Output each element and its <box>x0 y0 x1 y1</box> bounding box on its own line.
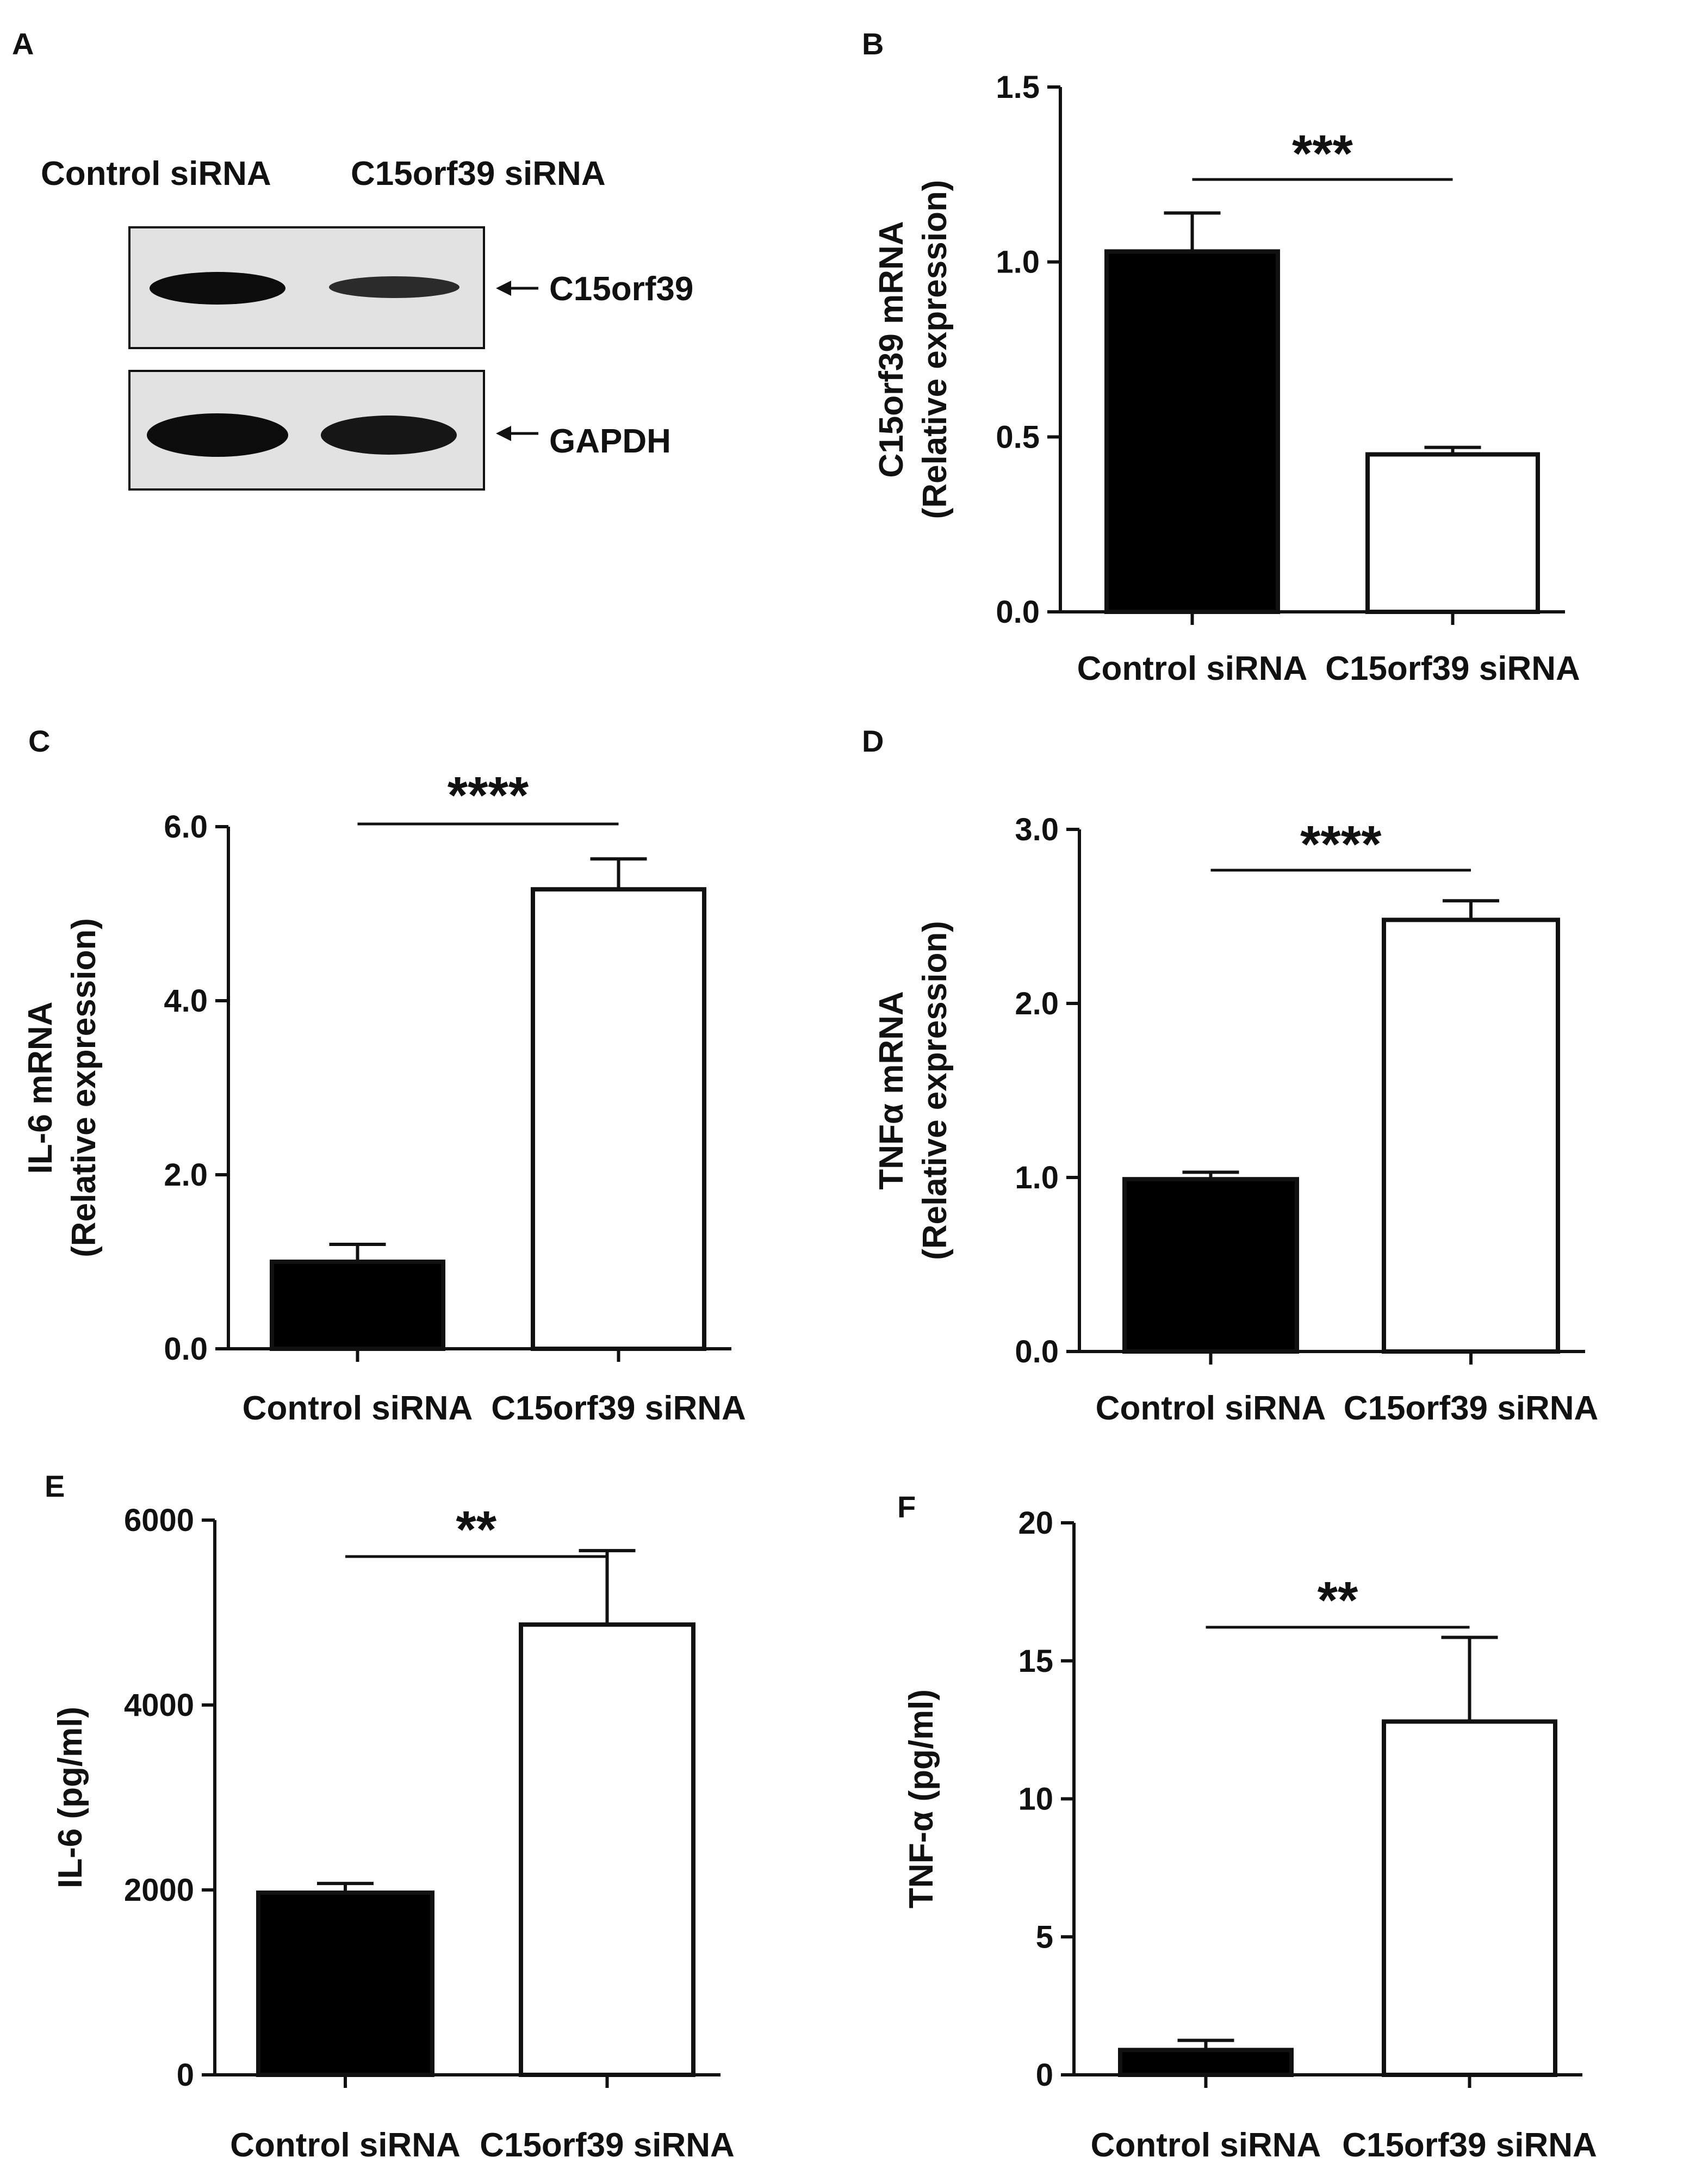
panel-f-significance-stars: ** <box>1318 1571 1358 1629</box>
panel-d-category-label: C15orf39 siRNA <box>1344 1390 1599 1427</box>
panel-c-significance-stars: **** <box>448 766 529 824</box>
panel-c-y-axis-label: IL-6 mRNA <box>22 1002 59 1174</box>
panel-f-category-label: Control siRNA <box>1091 2127 1321 2164</box>
panel-b-y-tick-label: 1.0 <box>996 245 1040 280</box>
panel-c-category-label: C15orf39 siRNA <box>491 1390 746 1427</box>
panel-d-y-tick-label: 3.0 <box>1015 812 1059 847</box>
blot-label-gapdh: GAPDH <box>549 423 671 460</box>
panel-f-y-tick-label: 15 <box>1018 1644 1053 1679</box>
panel-e-y-tick-label: 0 <box>177 2057 194 2093</box>
band-c15orf39-control <box>150 272 285 305</box>
panel-b-bar-knockdown <box>1365 452 1540 614</box>
panel-f-y-tick-label: 20 <box>1018 1505 1053 1541</box>
panel-b-significance-stars: *** <box>1292 125 1353 183</box>
panel-d-category-label: Control siRNA <box>1096 1390 1326 1427</box>
panel-e-letter: E <box>45 1469 65 1503</box>
lane-label-knockdown: C15orf39 siRNA <box>351 155 606 193</box>
panel-f-y-tick-label: 0 <box>1036 2057 1053 2093</box>
panel-f-y-axis-label: TNF-α (pg/ml) <box>903 1689 940 1908</box>
panel-f-bar-control <box>1118 2048 1294 2077</box>
panel-c-bar-control <box>270 1260 445 1351</box>
panel-c-y-tick-label: 4.0 <box>164 983 208 1019</box>
panel-d-y-tick-label: 2.0 <box>1015 986 1059 1021</box>
panel-b-y-tick-label: 0.0 <box>996 594 1040 630</box>
panel-d-y-axis-label: TNFα mRNA <box>873 991 910 1189</box>
panel-c-category-label: Control siRNA <box>243 1390 473 1427</box>
panel-f-category-label: C15orf39 siRNA <box>1342 2127 1597 2164</box>
bar-charts: 0.0 0.5 1.0 1.5 Control siRNA C15orf39 siRNA *… <box>22 70 1598 2164</box>
panel-b-y-axis-label: (Relative expression) <box>916 180 954 519</box>
panel-f-chart: 0 5 10 15 20 Control siRNA C15orf39 siRNA ** TNF… <box>903 1505 1597 2164</box>
panel-b-letter: B <box>862 27 884 61</box>
panel-d-y-axis-label: (Relative expression) <box>916 921 954 1260</box>
panel-d-bar-knockdown <box>1382 917 1560 1354</box>
panel-c-letter: C <box>28 724 50 758</box>
band-gapdh-knockdown <box>321 416 457 455</box>
panel-e-significance-stars: ** <box>456 1501 496 1559</box>
panel-d-bar-control <box>1122 1177 1299 1354</box>
panel-d-y-tick-label: 0.0 <box>1015 1334 1059 1369</box>
panel-d-letter: D <box>862 724 884 758</box>
panel-a-letter: A <box>12 27 34 61</box>
panel-b-category-label: Control siRNA <box>1077 650 1308 687</box>
panel-e-y-axis-label: IL-6 (pg/ml) <box>52 1707 89 1888</box>
panel-c-y-tick-label: 0.0 <box>164 1331 208 1367</box>
panel-e-category-label: C15orf39 siRNA <box>480 2127 735 2164</box>
panel-d-chart: 0.0 1.0 2.0 3.0 Control siRNA C15orf39 siRNA *… <box>873 812 1598 1427</box>
panel-e-category-label: Control siRNA <box>230 2127 461 2164</box>
arrow-head-c15orf39-icon <box>496 281 511 296</box>
panel-e-bar-knockdown <box>519 1622 695 2078</box>
lane-label-control: Control siRNA <box>41 155 271 193</box>
panel-c-y-axis-label: (Relative expression) <box>65 918 103 1257</box>
panel-c-chart: 0.0 2.0 4.0 6.0 Control siRNA C15orf39 siRNA *… <box>22 766 746 1427</box>
panel-b-category-label: C15orf39 siRNA <box>1325 650 1580 687</box>
panel-e-y-tick-label: 6000 <box>124 1503 194 1538</box>
panel-c-y-tick-label: 2.0 <box>164 1157 208 1193</box>
panel-e-y-tick-label: 4000 <box>124 1688 194 1723</box>
band-c15orf39-knockdown <box>329 276 459 298</box>
panel-f-bar-knockdown <box>1382 1719 1557 2077</box>
panel-f-letter: F <box>897 1490 916 1524</box>
blot-label-c15orf39: C15orf39 <box>549 270 693 308</box>
band-gapdh-control <box>147 413 288 457</box>
panel-b-chart: 0.0 0.5 1.0 1.5 Control siRNA C15orf39 siRNA *… <box>873 70 1580 687</box>
arrow-head-gapdh-icon <box>496 426 511 441</box>
panel-e-y-tick-label: 2000 <box>124 1873 194 1908</box>
panel-b-bar-control <box>1104 249 1280 615</box>
panel-b-y-tick-label: 1.5 <box>996 70 1040 105</box>
panel-d-significance-stars: **** <box>1300 815 1382 873</box>
panel-b-y-axis-label: C15orf39 mRNA <box>873 221 910 478</box>
panel-f-y-tick-label: 10 <box>1018 1782 1053 1817</box>
panel-e-chart: 0 2000 4000 6000 Control siRNA C15orf39 siRNA… <box>52 1501 735 2164</box>
panel-f-y-tick-label: 5 <box>1036 1919 1053 1955</box>
panel-c-bar-knockdown <box>531 887 706 1351</box>
panel-d-y-tick-label: 1.0 <box>1015 1160 1059 1195</box>
panel-a-western-blot: A Control siRNA C15orf39 siRNA C15orf39 … <box>12 27 693 491</box>
panel-c-y-tick-label: 6.0 <box>164 809 208 845</box>
panel-b-y-tick-label: 0.5 <box>996 419 1040 455</box>
panel-e-bar-control <box>256 1890 434 2078</box>
